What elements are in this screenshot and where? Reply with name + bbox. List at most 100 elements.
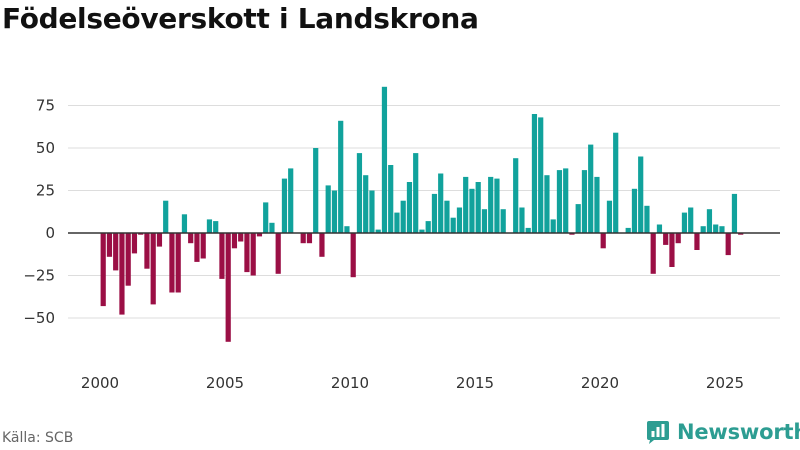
bar: [650, 233, 656, 274]
bar: [625, 227, 631, 233]
bar: [688, 207, 694, 233]
bar: [681, 212, 688, 233]
x-tick-label: 2015: [456, 374, 494, 392]
bar: [500, 209, 506, 233]
bar: [313, 148, 319, 233]
bar: [406, 182, 413, 233]
bar: [538, 117, 544, 233]
bar: [488, 176, 494, 233]
bar: [413, 153, 419, 233]
bar: [481, 209, 488, 233]
bar: [738, 233, 744, 235]
bar: [713, 224, 719, 233]
bar: [281, 178, 288, 233]
bar: [188, 233, 194, 244]
bar: [200, 233, 206, 259]
bar: [519, 207, 525, 233]
bar: [438, 173, 444, 233]
bar: [388, 165, 394, 233]
y-axis-labels: −50 −25 0 25 50 75: [23, 97, 55, 328]
bar: [656, 224, 663, 233]
bar: [550, 219, 556, 233]
bar: [475, 182, 481, 233]
bar: [375, 229, 381, 233]
bar: [363, 175, 369, 233]
x-tick-label: 2000: [81, 374, 119, 392]
bar: [344, 226, 350, 233]
x-tick-label: 2005: [206, 374, 244, 392]
bar: [288, 168, 294, 233]
bar: [350, 233, 356, 278]
bar: [569, 233, 575, 235]
brand-name: Newsworthy: [677, 420, 800, 444]
bar: [356, 153, 363, 233]
bar: [250, 233, 256, 276]
bar: [613, 132, 619, 233]
bar: [431, 193, 438, 233]
bar: [381, 86, 388, 233]
bar: [238, 233, 244, 242]
bar: [138, 233, 144, 235]
bar: [306, 233, 313, 244]
bar: [106, 233, 113, 257]
bar: [331, 190, 338, 233]
x-tick-label: 2020: [581, 374, 619, 392]
bar: [400, 200, 406, 233]
bar: [638, 156, 644, 233]
bar: [669, 233, 675, 267]
bar: [131, 233, 138, 254]
y-tick-label: −50: [23, 309, 55, 327]
bar: [600, 233, 606, 249]
bar: [631, 188, 638, 233]
bar: [144, 233, 150, 269]
y-tick-label: 50: [36, 139, 55, 157]
bar: [300, 233, 306, 244]
bar: [450, 217, 456, 233]
bar: [100, 233, 106, 307]
bar: [581, 170, 588, 233]
bar: [181, 214, 188, 233]
bar: [644, 205, 650, 233]
bar: [419, 229, 425, 233]
bar: [444, 200, 450, 233]
bar: [225, 233, 231, 342]
bar: [694, 233, 700, 250]
bar: [556, 170, 563, 233]
bar: [163, 200, 169, 233]
bar: [544, 175, 550, 233]
chart-title: Födelseöverskott i Landskrona: [2, 2, 479, 35]
bar: [469, 188, 475, 233]
bar: [588, 144, 594, 233]
bar: [731, 193, 738, 233]
bar: [325, 185, 331, 233]
source-note: Källa: SCB: [2, 430, 74, 446]
bar: [425, 221, 431, 233]
bar: [244, 233, 250, 273]
bar: [706, 209, 713, 233]
bar: [463, 176, 469, 233]
bar: [219, 233, 225, 279]
bar: [256, 233, 263, 237]
y-tick-label: −25: [23, 267, 55, 285]
bar: [456, 207, 463, 233]
newsworthy-logo[interactable]: Newsworthy: [645, 419, 800, 445]
bar: [319, 233, 325, 257]
y-tick-label: 0: [45, 224, 55, 242]
gridlines: [68, 105, 780, 319]
bar: [700, 226, 706, 233]
bars: [100, 86, 744, 342]
x-tick-label: 2025: [706, 374, 744, 392]
bar: [525, 227, 531, 233]
bar: [275, 233, 281, 274]
bar: [369, 190, 375, 233]
bar: [213, 221, 219, 233]
bar: [113, 233, 119, 271]
bar: [606, 200, 613, 233]
bar: [719, 226, 725, 233]
x-axis-labels: 2000 2005 2010 2015 2020 2025: [81, 374, 744, 392]
bar: [175, 233, 181, 293]
bar: [156, 233, 163, 247]
bar: [119, 233, 125, 315]
bar: [231, 233, 238, 249]
